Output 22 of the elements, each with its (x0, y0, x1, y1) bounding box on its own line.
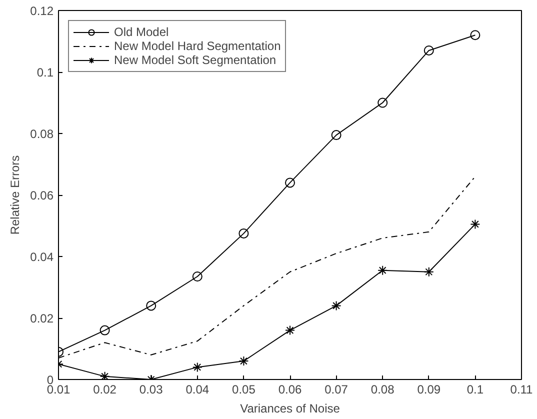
x-tick-label: 0.09 (417, 382, 441, 396)
y-axis-title: Relative Errors (8, 155, 22, 235)
x-tick-label: 0.08 (370, 382, 395, 396)
legend-label: New Model Hard Segmentation (114, 39, 281, 53)
y-tick-label: 0.04 (30, 250, 54, 264)
x-tick-label: 0.06 (278, 382, 302, 396)
y-tick-label: 0.02 (30, 312, 54, 326)
x-tick-label: 0.04 (186, 382, 210, 396)
x-tick-label: 0.05 (232, 382, 256, 396)
y-tick-label: 0.06 (30, 188, 54, 202)
x-tick-label: 0.11 (510, 382, 534, 396)
x-tick-label: 0.01 (46, 382, 71, 396)
legend-label: New Model Soft Segmentation (114, 53, 276, 67)
x-tick-label: 0.1 (466, 382, 484, 396)
x-axis-title: Variances of Noise (240, 402, 340, 416)
x-tick-label: 0.02 (93, 382, 117, 396)
x-tick-label: 0.07 (324, 382, 348, 396)
y-tick-label: 0.1 (36, 66, 54, 80)
y-tick-label: 0.08 (30, 127, 54, 141)
legend-label: Old Model (114, 25, 169, 39)
x-tick-label: 0.03 (139, 382, 164, 396)
y-tick-label: 0.12 (30, 4, 54, 18)
